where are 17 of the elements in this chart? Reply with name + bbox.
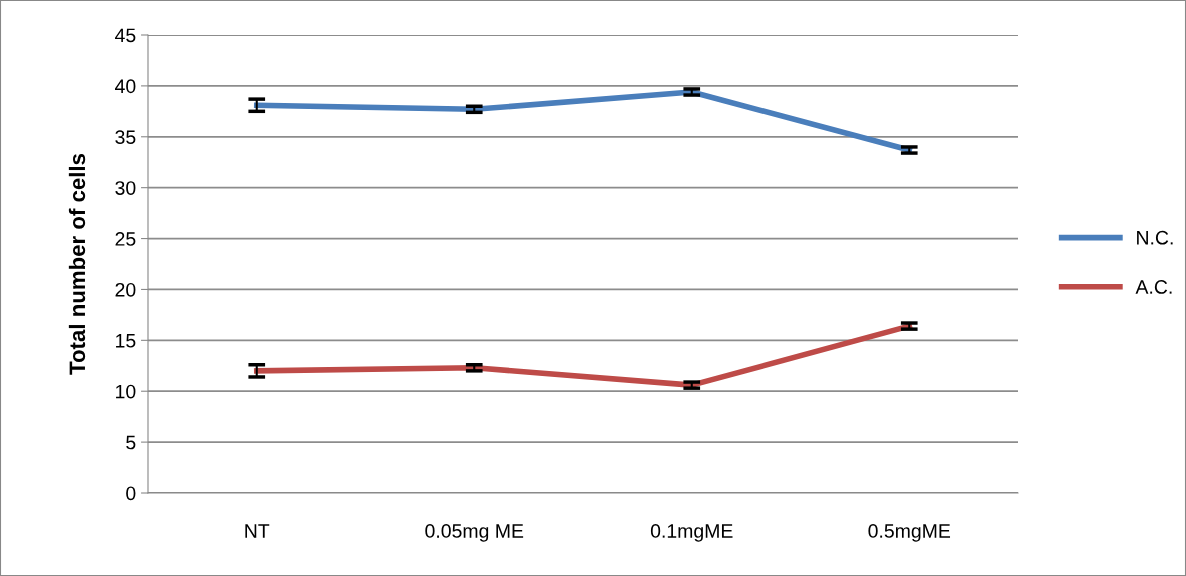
x-tick-label: 0.05mg ME [425,524,524,542]
x-tick-label: 0.1mgME [650,524,733,542]
y-tick-label: 15 [116,334,136,348]
x-tick-label: 0.5mgME [868,524,951,542]
y-tick-label: 35 [115,130,136,145]
legend-label: A.C. [1135,280,1172,294]
y-tick-label: 45 [115,28,136,43]
legend-label: N.C. [1137,230,1173,245]
y-tick-label: 20 [115,282,136,297]
y-tick-label: 5 [126,435,136,450]
y-tick-label: 10 [116,384,136,399]
y-tick-label: 40 [115,79,136,94]
y-tick-label: 30 [115,181,136,195]
y-tick-label: 25 [115,232,136,246]
y-tick-label: 0 [126,486,136,501]
y-axis-title: Total number of cells [68,153,86,375]
x-tick-label: NT [245,524,270,538]
